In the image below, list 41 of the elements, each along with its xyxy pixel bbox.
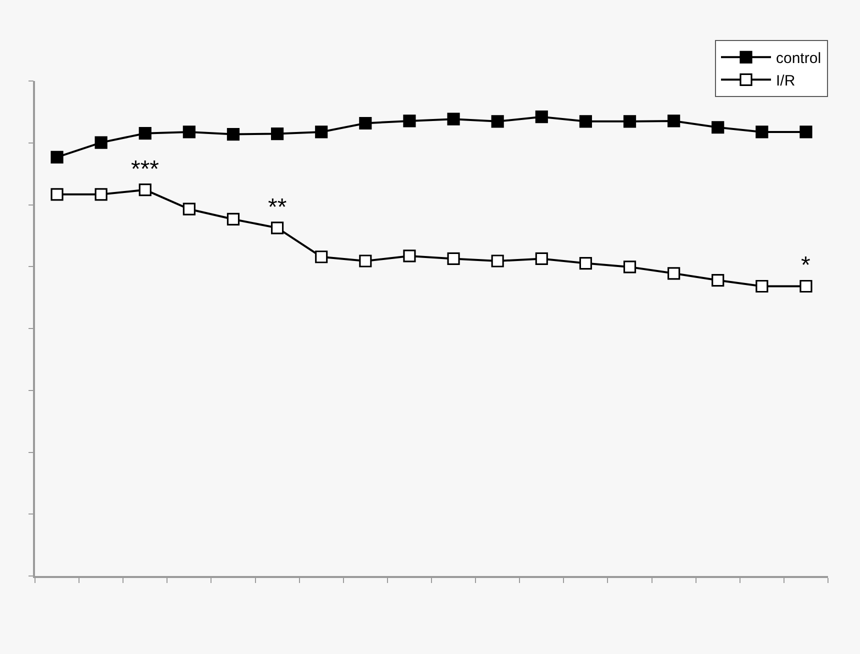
- point: [403, 114, 416, 128]
- point: [535, 110, 548, 124]
- point: [491, 254, 504, 268]
- point: [138, 184, 152, 196]
- point: [447, 112, 460, 126]
- point: [359, 254, 372, 268]
- point: [271, 128, 284, 140]
- point: [315, 126, 328, 138]
- point: [403, 250, 416, 262]
- point: [94, 188, 108, 201]
- legend-label: I/R: [776, 72, 796, 90]
- point: [579, 257, 592, 270]
- point: [138, 127, 152, 140]
- point: [623, 115, 636, 128]
- point: [712, 274, 724, 287]
- point: [800, 280, 812, 293]
- point: [315, 250, 328, 264]
- point: [712, 121, 724, 134]
- point: [535, 252, 548, 265]
- annotation: ***: [131, 156, 160, 183]
- point: [226, 212, 240, 226]
- legend-label: control: [776, 50, 822, 68]
- point: [50, 150, 64, 164]
- annotation: *: [801, 252, 810, 279]
- point: [579, 115, 592, 128]
- point: [182, 126, 196, 138]
- point: [668, 267, 680, 280]
- point: [271, 222, 284, 234]
- point: [491, 115, 504, 128]
- point: [94, 136, 108, 149]
- point: [359, 116, 372, 130]
- point: [50, 188, 64, 201]
- point: [623, 260, 636, 274]
- annotation: **: [268, 194, 287, 221]
- point: [668, 114, 680, 128]
- point: [447, 252, 460, 265]
- point: [182, 202, 196, 216]
- point: [226, 128, 240, 141]
- point: [756, 280, 768, 293]
- point: [756, 126, 768, 138]
- point: [800, 126, 812, 138]
